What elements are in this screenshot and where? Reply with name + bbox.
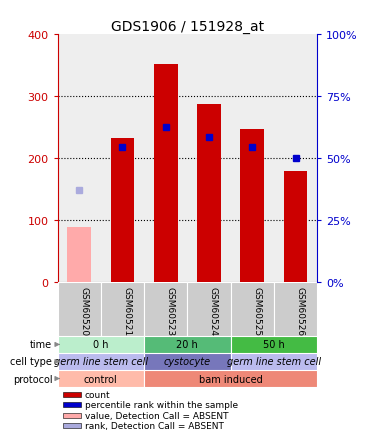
Bar: [144, 370, 317, 387]
Bar: [63, 423, 81, 428]
Bar: [111, 138, 134, 282]
Bar: [101, 282, 144, 336]
Bar: [154, 64, 178, 282]
Bar: [63, 413, 81, 418]
Bar: [144, 282, 187, 336]
Bar: [240, 129, 264, 282]
Bar: [231, 336, 317, 353]
Bar: [197, 105, 221, 282]
Text: count: count: [85, 390, 110, 399]
Text: control: control: [84, 374, 118, 384]
Text: 50 h: 50 h: [263, 340, 285, 350]
Bar: [58, 370, 144, 387]
Text: GSM60524: GSM60524: [209, 286, 218, 335]
Bar: [58, 336, 144, 353]
Bar: [63, 392, 81, 398]
Text: cystocyte: cystocyte: [164, 357, 211, 367]
Text: bam induced: bam induced: [199, 374, 263, 384]
Text: time: time: [30, 340, 52, 350]
Bar: [58, 353, 144, 370]
Bar: [63, 402, 81, 408]
Bar: [58, 282, 101, 336]
Text: protocol: protocol: [13, 374, 52, 384]
Bar: [187, 282, 231, 336]
Text: GSM60525: GSM60525: [252, 286, 261, 335]
Text: germ line stem cell: germ line stem cell: [54, 357, 148, 367]
Bar: [144, 336, 231, 353]
Text: GSM60526: GSM60526: [296, 286, 305, 335]
Bar: [144, 353, 231, 370]
Title: GDS1906 / 151928_at: GDS1906 / 151928_at: [111, 20, 264, 34]
Text: 0 h: 0 h: [93, 340, 109, 350]
Bar: [67, 227, 91, 282]
Text: germ line stem cell: germ line stem cell: [227, 357, 321, 367]
Text: rank, Detection Call = ABSENT: rank, Detection Call = ABSENT: [85, 421, 223, 430]
Text: 20 h: 20 h: [177, 340, 198, 350]
Text: percentile rank within the sample: percentile rank within the sample: [85, 401, 238, 410]
Bar: [231, 353, 317, 370]
Text: GSM60523: GSM60523: [166, 286, 175, 335]
Bar: [231, 282, 274, 336]
Text: GSM60521: GSM60521: [122, 286, 131, 335]
Text: GSM60520: GSM60520: [79, 286, 88, 335]
Text: cell type: cell type: [10, 357, 52, 367]
Bar: [284, 172, 308, 282]
Text: value, Detection Call = ABSENT: value, Detection Call = ABSENT: [85, 411, 228, 420]
Bar: [274, 282, 317, 336]
